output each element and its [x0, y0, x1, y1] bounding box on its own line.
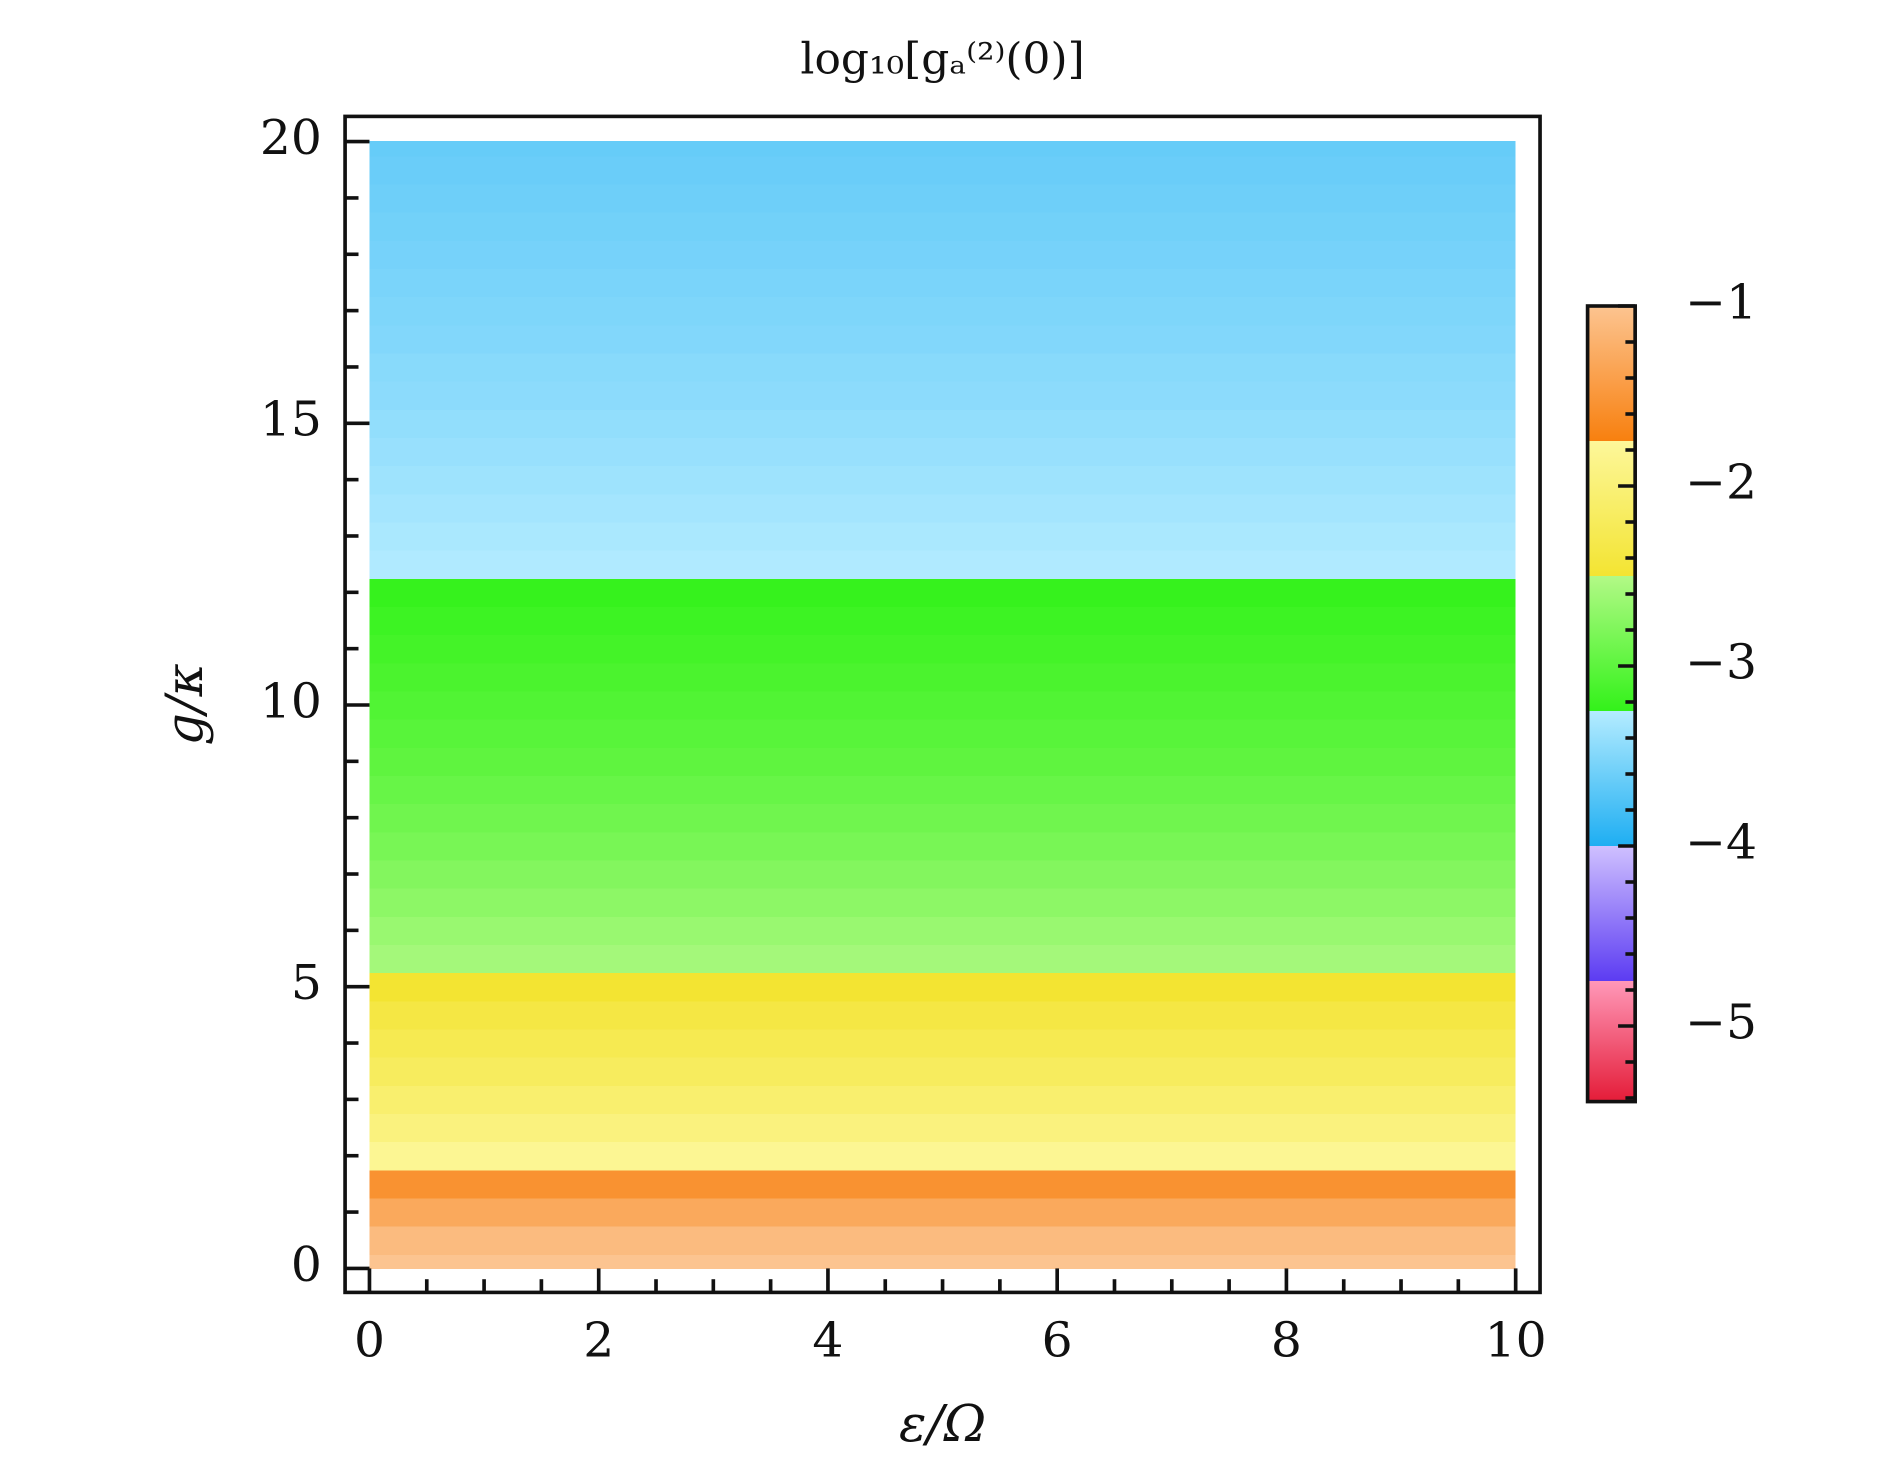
heat-row — [369, 662, 1516, 692]
colorbar-tick-label: −1 — [1685, 275, 1757, 331]
axes: 0 2 4 6 8 10 0 5 10 15 20 −1 −2 −3 −4 −5 — [260, 110, 1757, 1368]
x-tick-label: 2 — [583, 1313, 614, 1369]
heat-row — [369, 155, 1516, 185]
heat-row — [369, 1000, 1516, 1030]
colorbar-band — [1587, 711, 1636, 846]
heat-row — [369, 380, 1516, 410]
heat-row — [369, 1169, 1516, 1199]
heat-row — [369, 690, 1516, 720]
x-tick-label: 6 — [1042, 1313, 1073, 1369]
colorbar-tick-label: −3 — [1685, 635, 1757, 691]
heat-row — [369, 239, 1516, 269]
heat-row — [369, 295, 1516, 326]
colorbar-tick-label: −2 — [1685, 455, 1757, 511]
heat-row — [369, 633, 1516, 664]
heat-row — [369, 1141, 1516, 1171]
heat-row — [369, 887, 1516, 917]
colorbar-band — [1587, 981, 1636, 1102]
heat-row — [369, 183, 1516, 213]
chart-title: log₁₀[gₐ⁽²⁾(0)] — [800, 35, 1084, 85]
heat-row — [369, 802, 1516, 833]
heat-row — [369, 267, 1516, 298]
heat-row — [369, 436, 1516, 467]
x-tick-label: 4 — [812, 1313, 843, 1369]
heat-row — [369, 1056, 1516, 1086]
heat-row — [369, 521, 1516, 551]
colorbar-band — [1587, 441, 1636, 576]
x-tick-label: 8 — [1271, 1313, 1302, 1369]
heat-row — [369, 746, 1516, 777]
y-axis-label: g/κ — [155, 663, 214, 745]
heat-row — [369, 915, 1516, 946]
heat-row — [369, 549, 1516, 579]
heat-row — [369, 774, 1516, 805]
heat-row — [369, 1253, 1516, 1269]
x-axis-label: ε/Ω — [899, 1394, 986, 1453]
colorbar-tick-label: −4 — [1685, 815, 1757, 871]
heat-row — [369, 324, 1516, 354]
heatmap — [369, 141, 1516, 1269]
heat-row — [369, 493, 1516, 523]
y-tick-label: 15 — [260, 392, 322, 448]
heat-row — [369, 1225, 1516, 1255]
heat-row — [369, 831, 1516, 861]
heat-row — [369, 718, 1516, 748]
x-tick-label: 10 — [1485, 1313, 1547, 1369]
heat-row — [369, 352, 1516, 382]
heat-row — [369, 577, 1516, 608]
y-tick-label: 0 — [291, 1237, 322, 1293]
colorbar-band — [1587, 576, 1636, 711]
heat-row — [369, 408, 1516, 438]
x-tick-label: 0 — [354, 1313, 385, 1369]
colorbar-band — [1587, 306, 1636, 441]
heat-row — [369, 1084, 1516, 1115]
heat-row — [369, 605, 1516, 636]
y-tick-label: 5 — [291, 955, 322, 1011]
heat-row — [369, 1197, 1516, 1227]
heat-row — [369, 1028, 1516, 1058]
heat-row — [369, 211, 1516, 241]
y-tick-label: 20 — [260, 110, 322, 166]
heat-row — [369, 464, 1516, 495]
colorbar-band — [1587, 846, 1636, 981]
heat-row — [369, 859, 1516, 889]
heat-row — [369, 141, 1516, 157]
y-tick-label: 10 — [260, 674, 322, 730]
colorbar-tick-label: −5 — [1685, 995, 1757, 1051]
heat-row — [369, 1112, 1516, 1143]
heat-row — [369, 972, 1516, 1002]
heat-row — [369, 943, 1516, 974]
